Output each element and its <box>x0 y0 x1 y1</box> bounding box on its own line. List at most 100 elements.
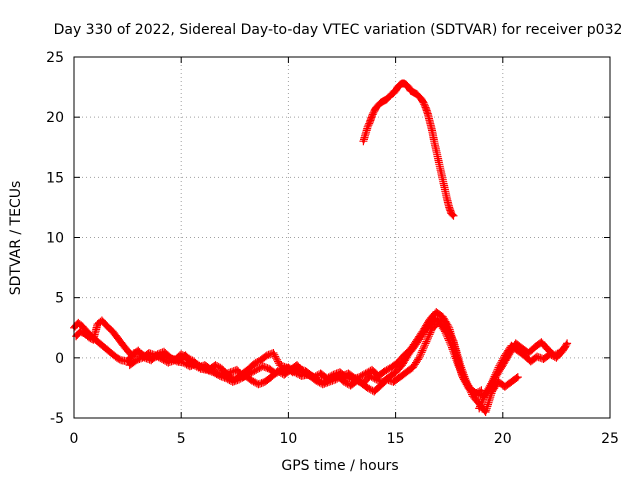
data-point <box>179 352 183 356</box>
data-point <box>267 367 271 371</box>
data-point <box>516 375 520 379</box>
data-point <box>106 349 110 353</box>
data-point <box>396 361 400 365</box>
data-point <box>359 381 363 385</box>
data-point <box>342 380 346 384</box>
axis-ticks <box>73 56 611 419</box>
data-point <box>445 197 449 201</box>
data-point <box>428 120 432 124</box>
data-point <box>368 120 372 124</box>
x-axis-label: GPS time / hours <box>281 458 398 474</box>
data-point <box>211 370 215 374</box>
data-point <box>441 315 445 319</box>
data-point <box>248 371 252 375</box>
data-point <box>497 365 501 369</box>
data-point <box>400 81 404 85</box>
data-point <box>111 352 115 356</box>
data-series <box>125 317 569 401</box>
x-tick-label: 5 <box>177 431 186 447</box>
y-axis-label: SDTVAR / TECUs <box>8 181 24 296</box>
data-point <box>374 106 378 110</box>
data-point <box>394 370 398 374</box>
data-point <box>535 355 539 359</box>
data-point <box>404 83 408 87</box>
data-point <box>368 374 372 378</box>
y-tick-label: 25 <box>46 50 64 66</box>
data-point <box>319 371 323 375</box>
data-point <box>561 349 565 353</box>
data-point <box>406 85 410 89</box>
x-tick-label: 0 <box>70 431 79 447</box>
data-point <box>147 351 151 355</box>
data-point <box>366 125 370 129</box>
data-point <box>424 106 428 110</box>
data-point <box>432 316 436 320</box>
data-point <box>282 373 286 377</box>
x-tick-labels: 0 5 10 15 20 25 <box>70 431 619 447</box>
data-point <box>404 370 408 374</box>
data-point <box>509 344 513 348</box>
data-point <box>426 112 430 116</box>
data-point <box>419 97 423 101</box>
data-point <box>340 374 344 378</box>
data-point <box>546 347 550 351</box>
data-point <box>218 374 222 378</box>
data-point <box>376 103 380 107</box>
data-point <box>370 368 374 372</box>
data-point <box>81 325 85 329</box>
data-point <box>527 351 531 355</box>
data-point <box>503 353 507 357</box>
data-point <box>181 361 185 365</box>
data-point <box>263 380 267 384</box>
data-point <box>449 211 453 215</box>
y-tick-label: 5 <box>55 291 64 307</box>
y-tick-label: 10 <box>46 231 64 247</box>
data-point <box>102 345 106 349</box>
data-point <box>484 410 488 414</box>
data-point <box>269 375 273 379</box>
data-point <box>379 384 383 388</box>
data-point <box>565 341 569 345</box>
data-point <box>321 382 325 386</box>
data-point <box>411 365 415 369</box>
data-point <box>503 385 507 389</box>
data-point <box>261 364 265 368</box>
data-point <box>278 363 282 367</box>
data-point <box>301 370 305 374</box>
data-point <box>361 139 365 143</box>
data-point <box>119 358 123 362</box>
data-point <box>246 368 250 372</box>
data-point <box>394 89 398 93</box>
data-point <box>123 346 127 350</box>
data-point <box>533 345 537 349</box>
data-point <box>349 384 353 388</box>
data-point <box>383 369 387 373</box>
data-point <box>166 361 170 365</box>
data-point <box>364 371 368 375</box>
data-point <box>385 97 389 101</box>
data-point <box>104 323 108 327</box>
y-tick-label: 0 <box>55 351 64 367</box>
data-point <box>516 349 520 353</box>
data-point <box>252 362 256 366</box>
data-point <box>443 187 447 191</box>
data-point <box>424 341 428 345</box>
data-point <box>400 363 404 367</box>
data-point <box>162 350 166 354</box>
data-point <box>462 377 466 381</box>
data-point <box>235 368 239 372</box>
data-point <box>83 332 87 336</box>
x-tick-label: 10 <box>279 431 297 447</box>
data-point <box>509 380 513 384</box>
data-point <box>254 368 258 372</box>
data-point <box>271 351 275 355</box>
data-point <box>406 352 410 356</box>
data-point <box>130 353 134 357</box>
data-point <box>153 353 157 357</box>
data-point <box>436 320 440 324</box>
data-point <box>192 359 196 363</box>
data-point <box>284 365 288 369</box>
grid-lines <box>74 57 610 418</box>
data-point <box>256 382 260 386</box>
x-tick-label: 15 <box>387 431 405 447</box>
